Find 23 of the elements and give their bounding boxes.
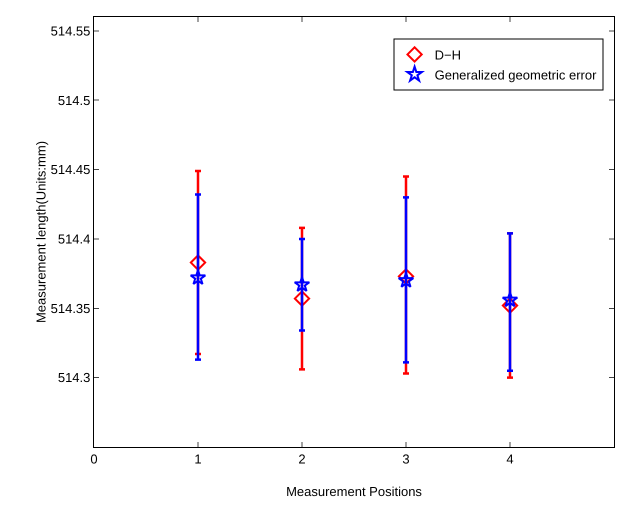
x-tick-label: 1 [194, 452, 202, 467]
x-tick-label: 4 [506, 452, 514, 467]
y-tick-label: 514.35 [50, 300, 90, 316]
legend-label: D−H [434, 48, 461, 63]
point [294, 290, 310, 307]
y-tick-label: 514.3 [58, 370, 90, 386]
point [398, 272, 414, 288]
y-tick-label: 514.55 [50, 23, 90, 38]
point [190, 269, 206, 285]
legend-label: Generalized geometric error [434, 67, 598, 82]
y-tick-label: 514.5 [58, 92, 90, 108]
point [190, 254, 206, 271]
x-tick-label: 0 [90, 452, 98, 467]
point [502, 297, 518, 314]
y-axis-title: Measurement length(Units:mm) [34, 140, 49, 324]
y-tick-label: 514.4 [58, 231, 90, 246]
y-tick-label: 514.45 [50, 162, 90, 178]
point [502, 291, 518, 308]
x-axis-title: Measurement Positions [286, 484, 422, 499]
point [398, 268, 414, 285]
x-tick-label: 3 [402, 452, 410, 467]
x-tick-label: 2 [298, 452, 306, 467]
point [294, 276, 310, 292]
